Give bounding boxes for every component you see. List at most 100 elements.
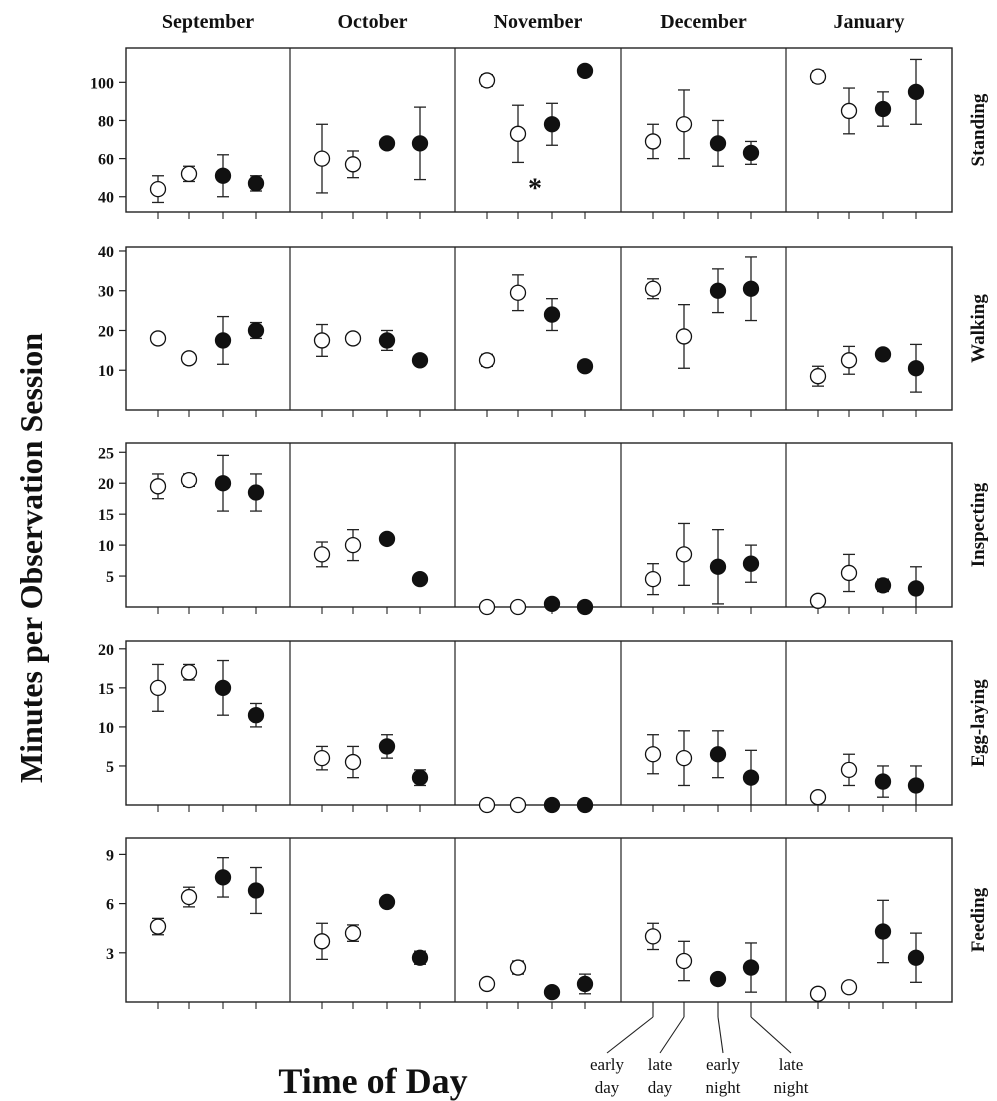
data-point-inspecting-october [411,571,429,588]
data-point-walking-december [644,280,662,297]
legend-label-line2: day [648,1078,673,1097]
data-point-inspecting-september [180,471,198,489]
data-point-standing-november [543,116,561,133]
legend-label-line2: day [595,1078,620,1097]
panel-frame-egg-laying [125,640,953,806]
data-point-egg-laying-november [543,796,561,814]
data-point-egg-laying-january [809,789,827,806]
data-point-walking-october [411,352,429,369]
data-point-walking-november [509,284,527,301]
data-point-feeding-december [644,928,662,945]
y-tick-label: 60 [98,152,114,169]
panel-row-walking: 10 20 30 40 Walking [98,244,989,417]
data-point-feeding-october [378,893,396,911]
y-tick-label: 6 [106,897,114,914]
data-point-standing-december [709,135,727,152]
data-point-inspecting-december [742,555,760,572]
data-point-feeding-january [874,923,892,940]
data-point-feeding-november [543,984,561,1001]
data-point-inspecting-november [576,598,594,616]
data-point-feeding-january [809,985,827,1002]
data-point-egg-laying-november [478,796,496,814]
data-point-walking-september [180,350,198,367]
data-point-walking-september [247,322,265,339]
data-point-inspecting-november [478,598,496,616]
data-point-standing-september [214,167,232,184]
data-point-walking-december [675,328,693,345]
data-point-feeding-september [214,869,232,886]
data-point-inspecting-january [907,580,925,597]
data-point-feeding-january [840,979,858,996]
data-point-feeding-september [180,888,198,906]
y-tick-label: 40 [98,244,114,261]
data-point-inspecting-october [378,530,396,548]
panel-row-feeding: 3 6 9 Feeding [106,837,989,1009]
legend-label-line2: night [774,1078,809,1097]
month-header-january: January [833,11,904,33]
data-point-inspecting-december [709,558,727,575]
data-point-walking-november [576,358,594,375]
legend-label-line2: night [706,1078,741,1097]
month-header-november: November [494,11,583,33]
data-point-inspecting-september [149,478,167,495]
y-tick-label: 10 [98,720,114,737]
data-point-egg-laying-september [149,679,167,697]
data-point-standing-december [675,116,693,133]
data-point-egg-laying-october [344,753,362,771]
data-point-walking-november [478,352,496,369]
data-point-egg-laying-november [509,796,527,814]
data-point-inspecting-december [644,571,662,588]
behavior-label-egg-laying: Egg-laying [968,679,989,767]
legend-label-line1: late [648,1055,673,1074]
data-point-inspecting-january [809,592,827,609]
data-point-feeding-november [509,959,527,976]
data-point-egg-laying-december [742,769,760,786]
data-point-walking-january [907,360,925,377]
data-point-inspecting-september [214,475,232,492]
x-axis-title: Time of Day [278,1061,467,1101]
data-point-egg-laying-november [576,796,594,814]
data-point-standing-september [149,180,167,198]
time-of-day-legend: early day late day early night late night [590,1009,809,1097]
behavior-label-walking: Walking [968,294,989,363]
legend-label-line1: late [779,1055,804,1074]
y-tick-label: 9 [106,847,114,864]
data-point-feeding-december [709,970,727,988]
data-point-egg-laying-january [907,777,925,794]
data-point-standing-september [180,165,198,183]
panel-frame-standing [125,47,953,213]
y-tick-label: 10 [98,363,114,380]
data-point-feeding-november [576,975,594,993]
y-axis-title: Minutes per Observation Session [13,333,49,783]
data-point-egg-laying-september [180,664,198,681]
legend-leader [659,1016,685,1054]
behavior-label-feeding: Feeding [968,887,989,952]
y-tick-label: 20 [98,476,114,493]
data-point-feeding-october [411,949,429,966]
data-point-feeding-december [675,952,693,970]
behavior-label-standing: Standing [968,93,989,166]
data-point-egg-laying-december [644,746,662,763]
data-point-inspecting-december [675,546,693,563]
data-point-walking-october [344,330,362,347]
data-point-inspecting-october [313,546,331,563]
data-point-standing-september [247,175,265,192]
data-point-egg-laying-december [709,746,727,763]
data-point-walking-september [149,330,167,347]
y-tick-label: 30 [98,284,114,301]
data-point-egg-laying-january [840,761,858,779]
data-point-standing-january [874,100,892,118]
data-point-walking-october [378,332,396,349]
data-point-standing-october [344,156,362,173]
y-tick-label: 15 [98,507,114,524]
data-point-feeding-november [478,975,496,993]
month-header-september: September [162,11,254,33]
data-point-walking-january [840,352,858,369]
panel-row-standing: 40 60 80 100 Standing * [90,47,989,219]
data-point-feeding-september [149,918,167,935]
data-point-walking-january [874,346,892,363]
panels-layer: September October November December January 4… [90,11,989,1009]
data-point-egg-laying-october [378,738,396,755]
y-tick-label: 80 [98,113,114,130]
